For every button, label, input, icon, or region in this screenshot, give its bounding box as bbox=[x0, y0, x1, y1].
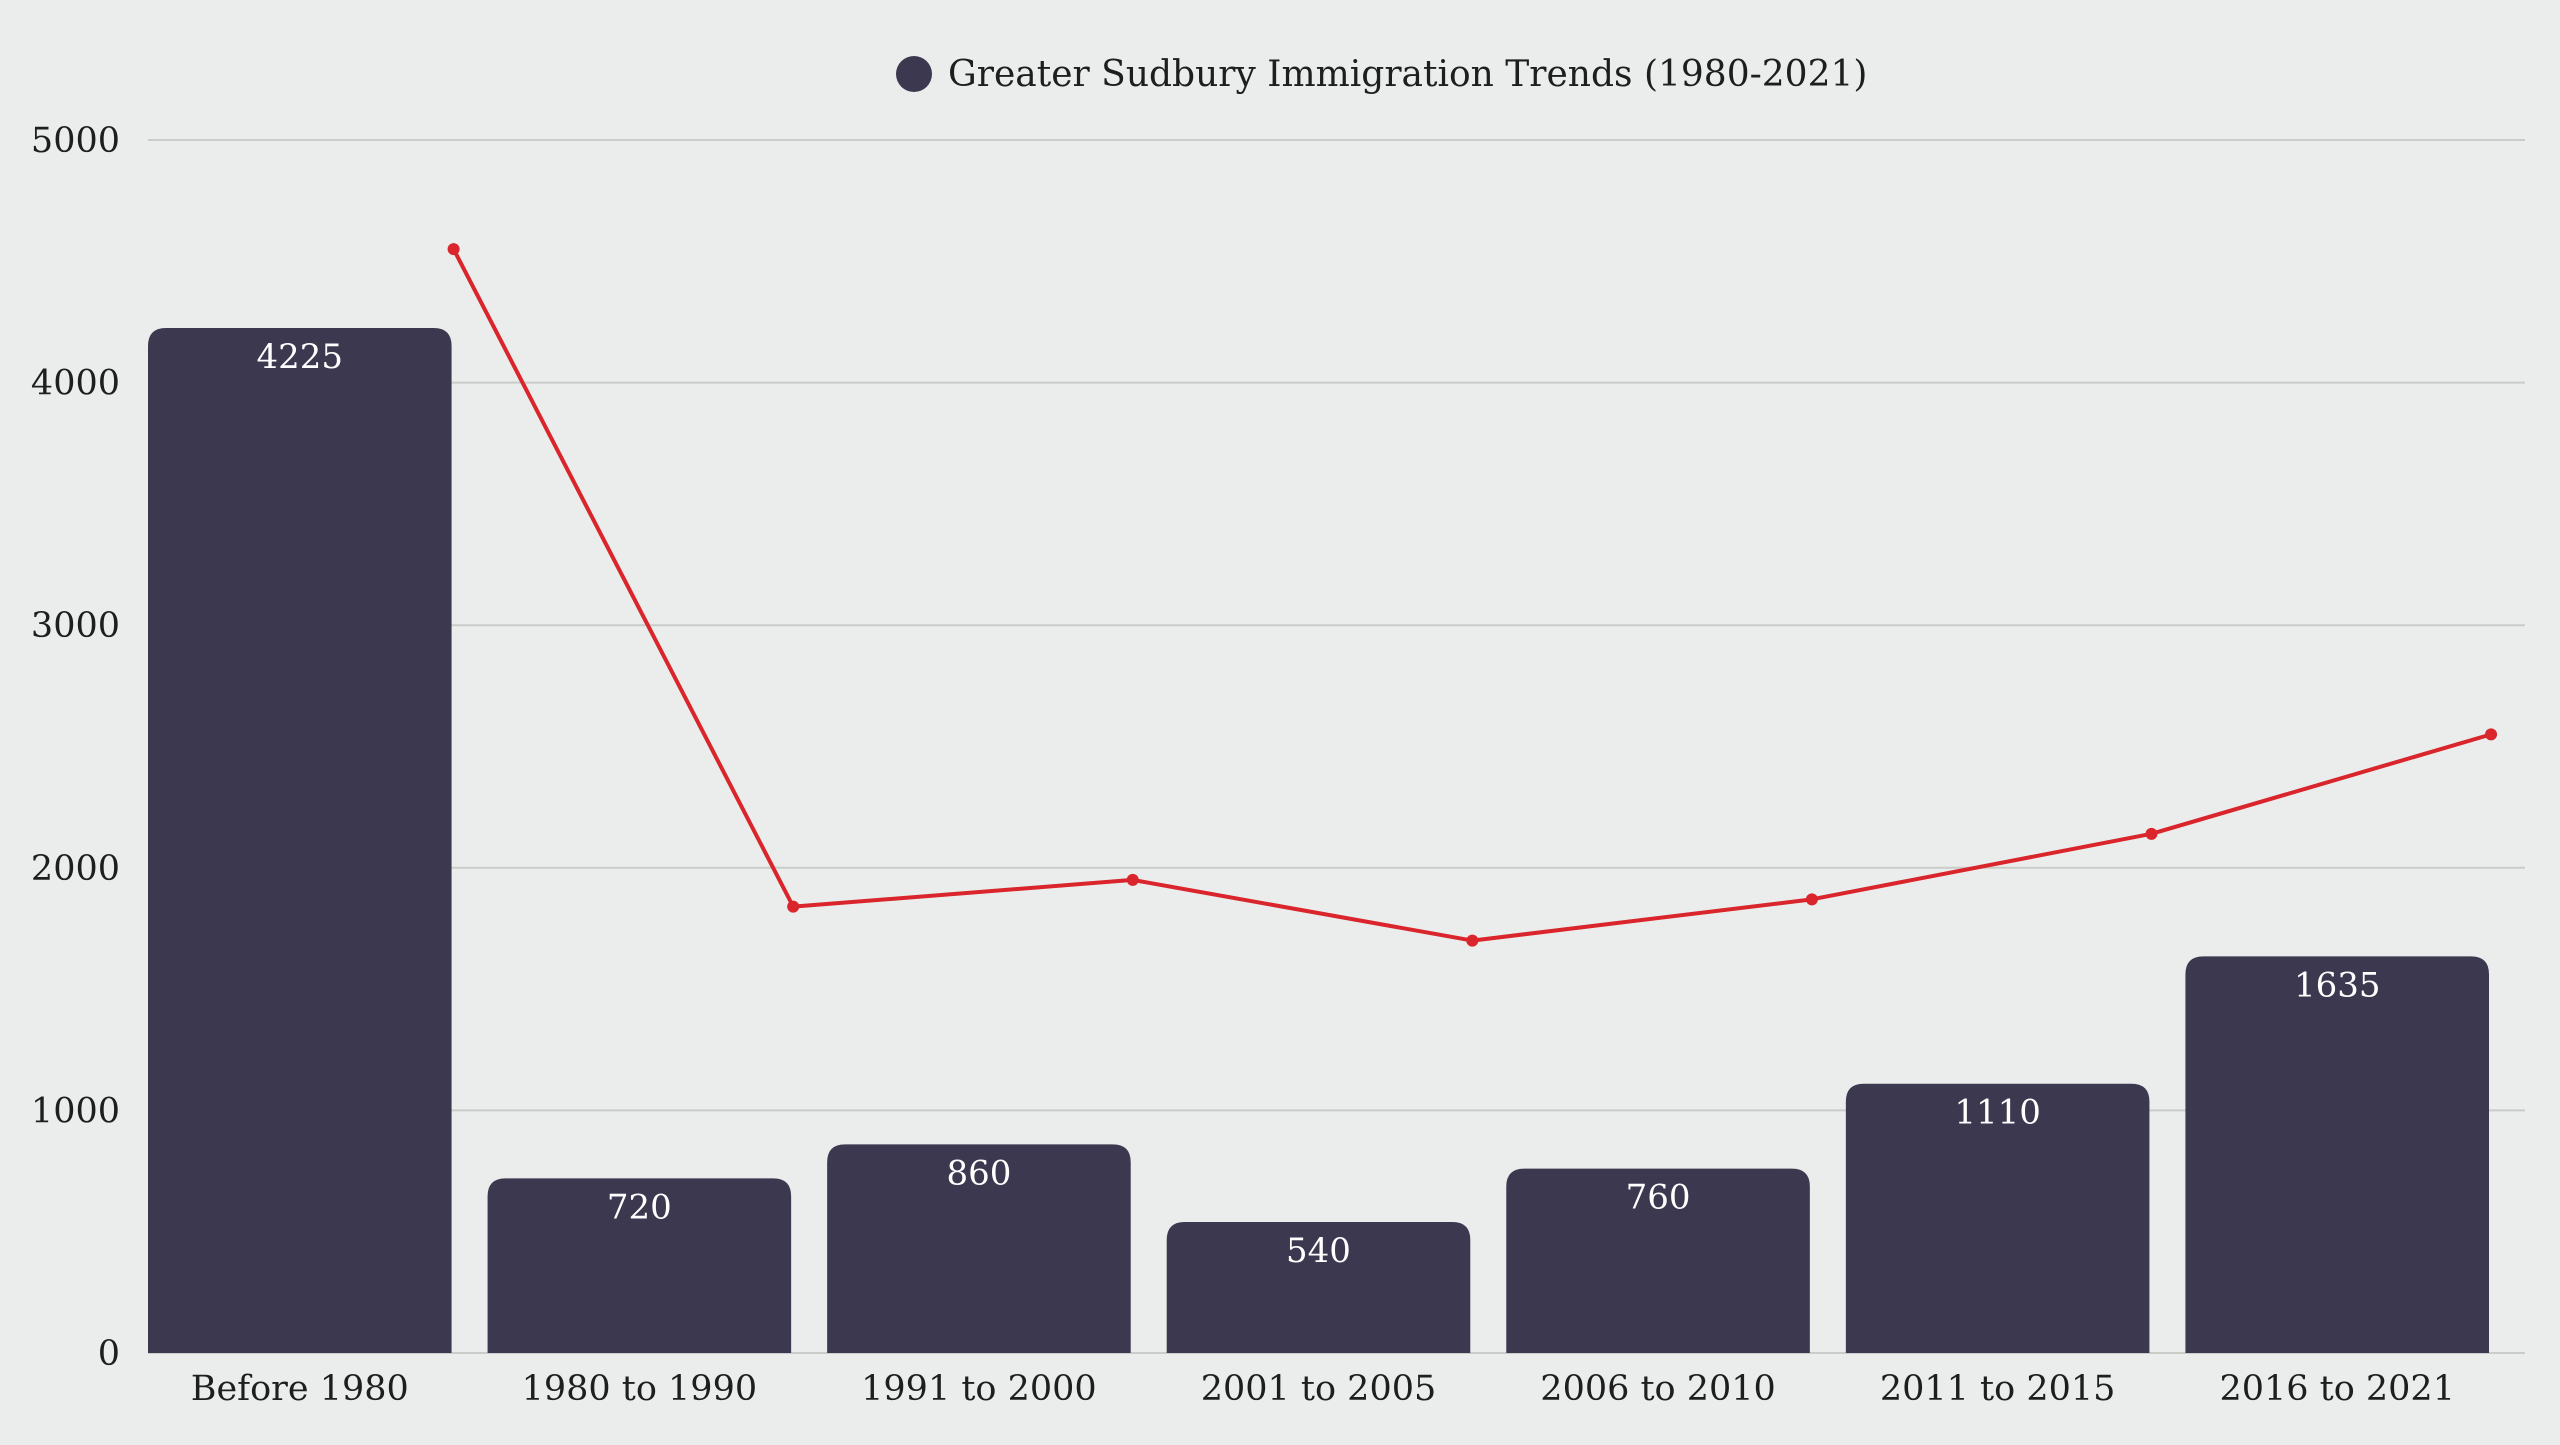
line-point[interactable] bbox=[787, 900, 800, 913]
bar-value-label: 860 bbox=[946, 1153, 1011, 1193]
bars-layer bbox=[148, 328, 2489, 1353]
y-tick-label: 2000 bbox=[31, 849, 120, 889]
y-tick-label: 5000 bbox=[31, 121, 120, 161]
y-tick-label: 4000 bbox=[31, 364, 120, 404]
x-tick-label: 2006 to 2010 bbox=[1540, 1369, 1776, 1409]
line-point[interactable] bbox=[2485, 728, 2498, 741]
y-tick-label: 0 bbox=[98, 1334, 120, 1374]
line-point[interactable] bbox=[1126, 873, 1139, 886]
legend-label: Greater Sudbury Immigration Trends (1980… bbox=[948, 54, 1867, 95]
line-point[interactable] bbox=[1805, 893, 1818, 906]
bar[interactable] bbox=[487, 1178, 792, 1353]
x-tick-label: 1991 to 2000 bbox=[861, 1369, 1097, 1409]
bar[interactable] bbox=[2185, 956, 2489, 1353]
bar-value-label: 4225 bbox=[257, 337, 344, 377]
x-tick-label: Before 1980 bbox=[191, 1369, 409, 1409]
legend-marker bbox=[896, 56, 932, 92]
line-point[interactable] bbox=[2145, 827, 2158, 840]
bar[interactable] bbox=[148, 328, 452, 1353]
grid-layer bbox=[148, 139, 2525, 1354]
x-tick-label: 1980 to 1990 bbox=[522, 1369, 758, 1409]
y-tick-label: 1000 bbox=[31, 1091, 120, 1131]
line-point[interactable] bbox=[447, 243, 460, 256]
labels-layer: 0 1000 2000 3000 4000 5000 4225 720 860 540 760 111… bbox=[31, 121, 2455, 1409]
legend[interactable]: Greater Sudbury Immigration Trends (1980… bbox=[896, 54, 1867, 95]
bar[interactable] bbox=[1506, 1168, 1810, 1353]
y-tick-label: 3000 bbox=[31, 606, 120, 646]
bar[interactable] bbox=[827, 1144, 1131, 1353]
line-point[interactable] bbox=[1466, 934, 1479, 947]
line-layer bbox=[447, 243, 2498, 947]
x-tick-label: 2011 to 2015 bbox=[1880, 1369, 2116, 1409]
bar-value-label: 760 bbox=[1626, 1178, 1691, 1218]
bar[interactable] bbox=[1845, 1083, 2150, 1353]
bar-value-label: 720 bbox=[607, 1187, 672, 1227]
x-tick-label: 2016 to 2021 bbox=[2219, 1369, 2455, 1409]
x-tick-label: 2001 to 2005 bbox=[1201, 1369, 1437, 1409]
bar-value-label: 1635 bbox=[2294, 965, 2381, 1005]
bar-value-label: 1110 bbox=[1954, 1093, 2041, 1133]
series-line[interactable] bbox=[451, 248, 2492, 943]
bar-value-label: 540 bbox=[1286, 1231, 1351, 1271]
bar[interactable] bbox=[1166, 1221, 1471, 1353]
